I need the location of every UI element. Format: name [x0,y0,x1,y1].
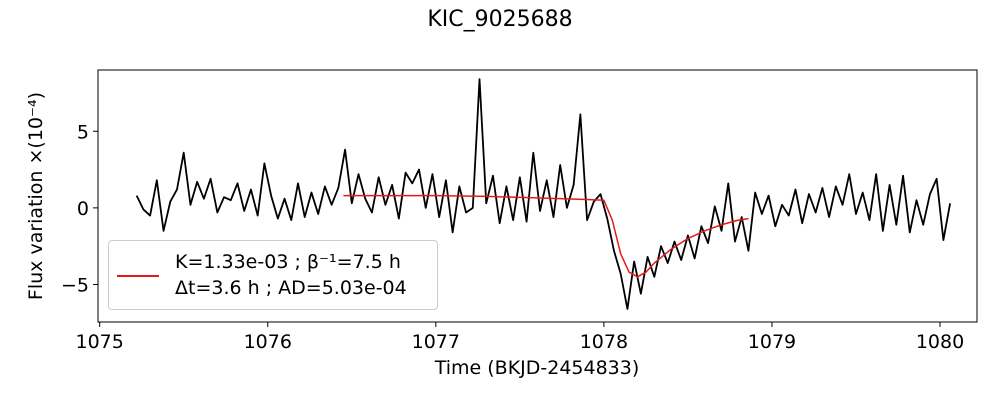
legend-label: K=1.33e-03 ; β⁻¹=7.5 h Δt=3.6 h ; AD=5.0… [175,251,407,299]
x-tick-label: 1080 [916,331,964,353]
x-tick-label: 1079 [748,331,796,353]
chart-title: KIC_9025688 [427,7,572,32]
x-axis-label: Time (BKJD-2454833) [434,357,640,379]
legend-swatch [117,275,159,277]
x-tick-label: 1075 [76,331,124,353]
x-tick-label: 1077 [412,331,460,353]
x-tick-label: 1076 [244,331,292,353]
y-tick-label: −5 [61,274,89,296]
series-line [135,78,951,310]
plot-frame [97,69,978,323]
y-tick-label: 5 [77,121,89,143]
y-axis-label: Flux variation ×(10⁻⁴) [25,92,47,300]
series-line [343,194,749,278]
y-tick-label: 0 [77,198,89,220]
legend: K=1.33e-03 ; β⁻¹=7.5 h Δt=3.6 h ; AD=5.0… [108,240,438,310]
x-tick-label: 1078 [580,331,628,353]
